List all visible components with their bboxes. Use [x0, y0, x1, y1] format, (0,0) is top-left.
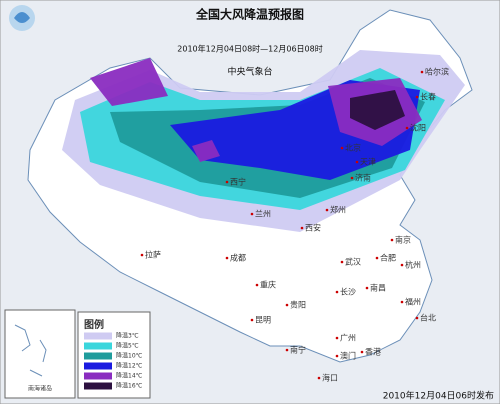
city-dot	[350, 176, 354, 180]
legend-swatch	[84, 362, 112, 370]
city-dot	[405, 126, 409, 130]
city-dot	[250, 212, 254, 216]
city-dot	[400, 263, 404, 267]
city-dot	[325, 208, 329, 212]
city-dot	[400, 300, 404, 304]
city-dot	[285, 348, 289, 352]
city-label: 长春	[420, 92, 436, 102]
legend-label: 降温14℃	[116, 372, 143, 380]
legend-label: 降温16℃	[116, 382, 143, 390]
legend-swatch	[84, 332, 112, 340]
city-label: 兰州	[255, 209, 271, 219]
city-label: 杭州	[405, 260, 421, 270]
city-dot	[340, 146, 344, 150]
inset-islands	[14, 324, 47, 377]
legend-title: 图例	[84, 318, 104, 331]
city-label: 郑州	[330, 205, 346, 215]
city-dot	[255, 283, 259, 287]
city-dot	[140, 253, 144, 257]
legend-swatch	[84, 382, 112, 390]
legend-swatch	[84, 352, 112, 360]
cooling-zone	[350, 90, 405, 130]
city-dot	[390, 238, 394, 242]
city-dot	[375, 256, 379, 260]
city-dot	[335, 354, 339, 358]
city-label: 哈尔滨	[425, 67, 449, 77]
city-dot	[340, 260, 344, 264]
city-dot	[415, 95, 419, 99]
city-dot	[335, 290, 339, 294]
city-dot	[250, 318, 254, 322]
city-label: 重庆	[260, 280, 276, 290]
period: 2010年12月04日08时—12月06日08时	[177, 44, 322, 54]
footer: 2010年12月04日06时发布	[383, 390, 494, 402]
city-dot	[317, 376, 321, 380]
legend-label: 降温3℃	[116, 332, 139, 340]
cooling-zones	[62, 50, 465, 232]
city-label: 海口	[322, 373, 338, 383]
city-label: 西宁	[230, 177, 246, 187]
title: 全国大风降温预报图	[195, 7, 304, 22]
city-dot	[285, 303, 289, 307]
city-dot	[420, 70, 424, 74]
city-label: 合肥	[380, 253, 396, 263]
city-dot	[335, 336, 339, 340]
city-label: 拉萨	[145, 250, 161, 260]
city-label: 天津	[360, 157, 376, 167]
city-label: 台北	[420, 313, 436, 323]
city-dot	[225, 256, 229, 260]
legend-swatch	[84, 342, 112, 350]
city-label: 西安	[305, 223, 321, 233]
city-dot	[225, 180, 229, 184]
city-dot	[300, 226, 304, 230]
logo	[9, 5, 35, 31]
city-label: 武汉	[345, 257, 361, 267]
city-label: 贵阳	[290, 300, 306, 310]
city-label: 南昌	[370, 283, 386, 293]
cooling-zone	[192, 140, 220, 162]
city-label: 香港	[365, 347, 381, 357]
city-label: 南宁	[290, 345, 306, 355]
city-label: 澳门	[340, 351, 356, 361]
inset-label: 南海诸岛	[28, 385, 52, 393]
legend-items: 降温3℃ 降温5℃ 降温10℃ 降温12℃ 降温14℃ 降温16℃	[84, 332, 143, 390]
city-label: 长沙	[340, 287, 356, 297]
legend-swatch	[84, 372, 112, 380]
city-label: 福州	[405, 298, 421, 307]
city-label: 沈阳	[410, 123, 426, 133]
city-dot	[355, 160, 359, 164]
city-label: 成都	[230, 253, 246, 263]
city-label: 昆明	[255, 316, 271, 325]
legend-label: 降温5℃	[116, 342, 139, 350]
logo-mark	[14, 12, 30, 23]
city-label: 北京	[345, 143, 361, 153]
city-dot	[360, 350, 364, 354]
city-dot	[415, 316, 419, 320]
city-label: 南京	[395, 235, 411, 245]
legend-label: 降温12℃	[116, 362, 143, 370]
inset-box	[4, 309, 76, 399]
cooling-zone	[90, 58, 168, 106]
legend-label: 降温10℃	[116, 352, 143, 360]
issuer: 中央气象台	[227, 66, 272, 78]
city-dot	[365, 286, 369, 290]
city-label: 济南	[355, 173, 371, 183]
city-label: 广州	[340, 333, 356, 343]
